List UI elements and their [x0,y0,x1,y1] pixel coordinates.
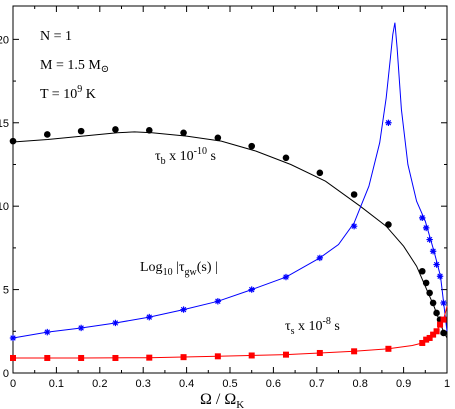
data-point-star [440,299,447,307]
x-tick-label: 0.6 [266,378,281,390]
data-point-star [44,328,51,336]
x-tick-label: 0.1 [49,378,64,390]
data-point-square [180,354,187,361]
data-point-circle [9,137,17,145]
data-point-square [112,354,119,361]
data-point-circle [418,267,426,275]
data-point-circle [77,127,85,135]
data-point-square [44,354,51,361]
data-point-circle [422,279,430,287]
data-point-square [78,354,85,361]
label-log-tau-gw: Log10 |τgw(s) | [140,260,218,278]
data-point-star [426,236,433,243]
data-point-square [146,354,153,361]
data-point-star [248,286,255,293]
data-point-star [316,254,324,262]
x-tick-label: 0.7 [309,378,324,390]
label-tau-b: τb x 10-10 s [155,146,216,167]
data-point-star [112,319,119,327]
data-point-square [248,352,255,359]
data-point-star [350,223,358,230]
axis-ticks: 00.10.20.30.40.50.60.70.80.9105101520 [0,6,450,390]
data-point-star [436,273,444,280]
x-axis-label: Ω / ΩK [200,391,244,409]
data-point-circle [385,221,392,228]
data-point-circle [429,299,437,307]
data-point-star [429,248,437,255]
data-point-square [440,316,447,323]
data-point-square [426,334,433,341]
data-point-square [423,336,430,343]
x-tick-label: 0.3 [136,378,151,390]
data-point-star [9,334,17,342]
x-tick-label: 0.8 [353,378,368,390]
data-point-circle [426,289,433,297]
data-point-square [214,353,221,360]
data-point-star [77,324,85,332]
data-point-circle [43,131,51,138]
data-point-square [437,321,444,328]
y-tick-label: 10 [0,201,9,213]
data-point-circle [440,329,447,337]
x-tick-label: 0 [10,378,16,390]
data-point-star [385,119,392,126]
data-point-square [282,351,289,358]
data-point-circle [350,191,358,198]
data-point-square [430,331,437,338]
x-tick-label: 0.9 [396,378,411,390]
data-point-star [180,306,187,313]
series-line-2 [13,306,448,359]
annotation-n: N = 1 [40,29,72,44]
data-point-square [419,339,426,346]
data-point-circle [282,154,290,162]
data-point-circle [214,134,222,142]
data-point-circle [316,169,324,177]
data-point-star [282,273,290,281]
data-point-star [214,298,222,305]
data-point-circle [433,309,440,317]
data-point-square [433,328,440,335]
data-point-circle [248,142,255,150]
label-tau-s: τs x 10-8 s [285,316,340,337]
y-tick-label: 0 [3,368,9,380]
x-tick-label: 1 [444,378,450,390]
data-point-circle [180,129,187,137]
data-point-square [10,354,16,361]
y-tick-label: 15 [0,118,9,130]
series-line-0 [12,131,448,339]
x-tick-label: 0.5 [222,378,237,390]
annotation-temperature: T = 109 K [40,84,96,102]
data-point-star [419,214,426,222]
data-point-star [422,224,430,232]
data-point-square [385,345,392,352]
x-tick-label: 0.2 [92,378,107,390]
y-tick-label: 20 [0,34,9,46]
annotation-mass: M = 1.5 M⊙ [40,58,109,75]
data-point-star [146,313,153,321]
data-point-square [351,348,358,355]
series-markers [9,119,447,361]
series-line-1 [12,22,448,339]
data-point-circle [145,126,153,134]
y-tick-label: 5 [3,285,9,297]
data-point-square [316,349,323,356]
data-point-star [433,261,440,268]
data-point-circle [112,126,119,133]
x-tick-label: 0.4 [179,378,194,390]
